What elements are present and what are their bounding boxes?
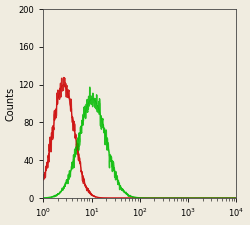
Y-axis label: Counts: Counts: [6, 86, 16, 121]
